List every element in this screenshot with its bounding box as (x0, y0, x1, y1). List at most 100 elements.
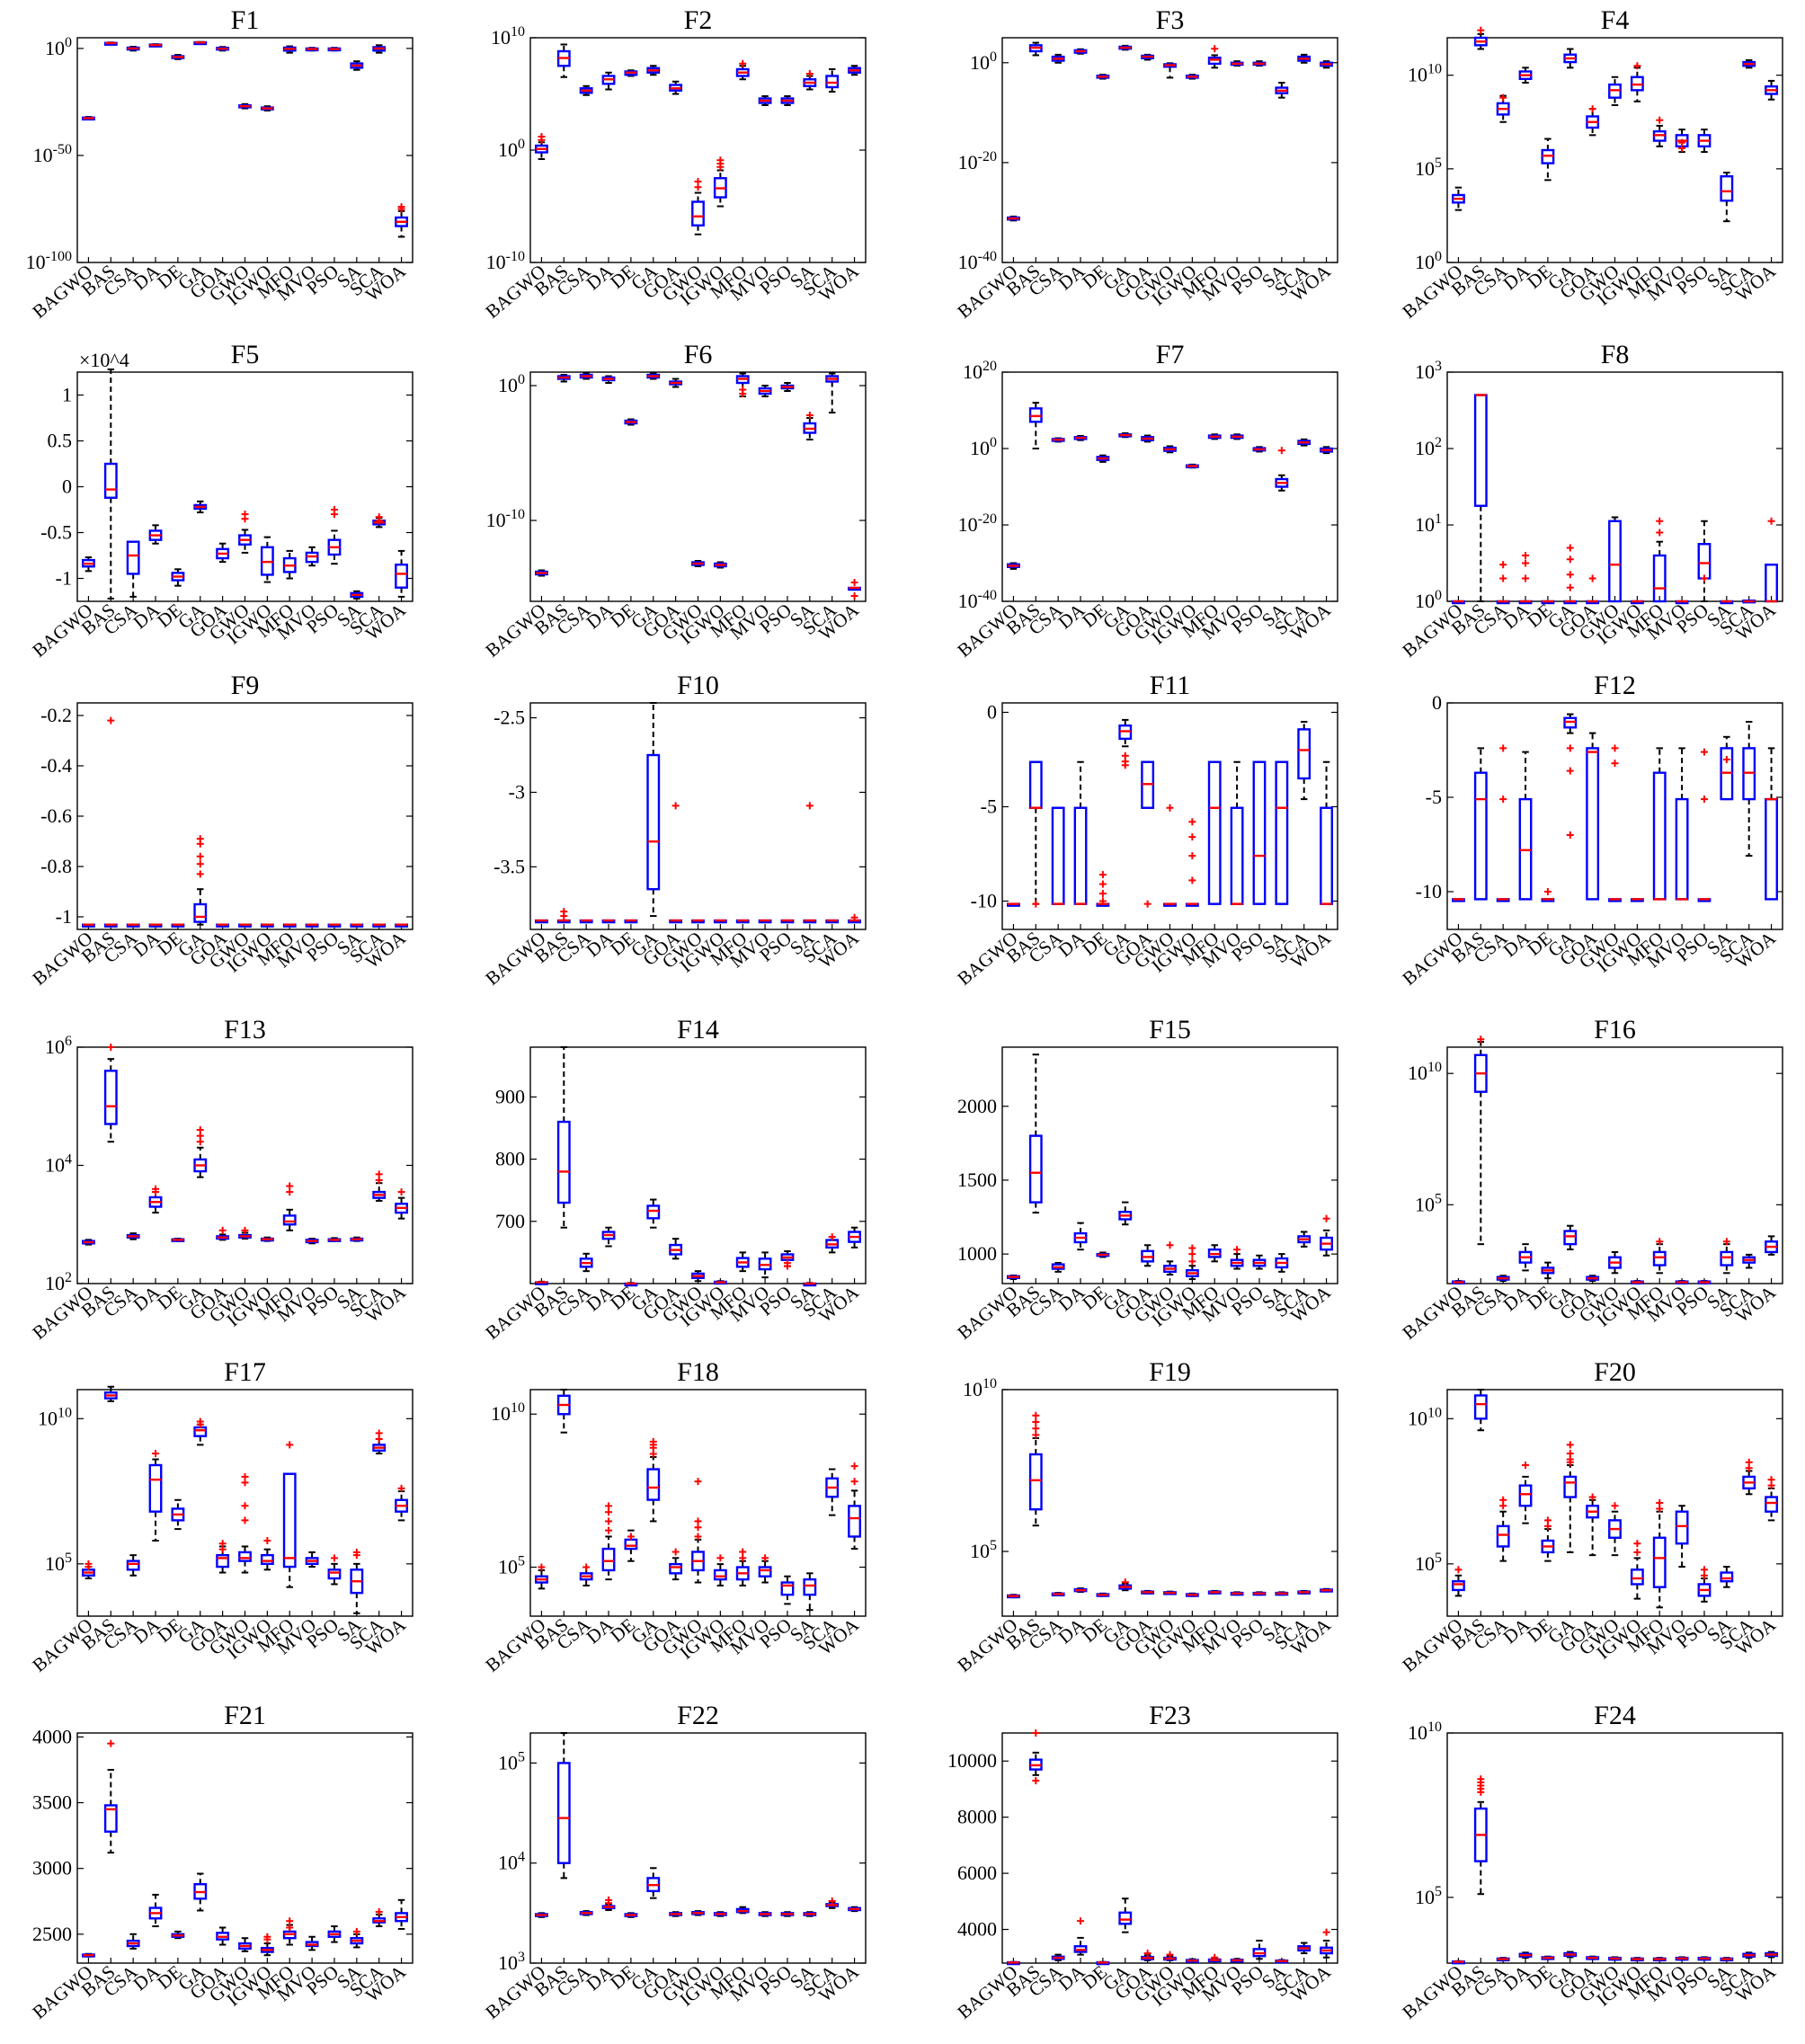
box-ga (1118, 718, 1133, 769)
box-mvo (1230, 760, 1244, 905)
box-de (1096, 871, 1110, 907)
panel-f1: F110010-5010-100BAGWOBASCSADADEGAGOAGWOI… (26, 5, 413, 323)
box-da (601, 919, 616, 924)
box-sca (1742, 59, 1756, 69)
box-mvo (758, 1554, 772, 1584)
box-goa (1586, 1493, 1600, 1557)
iqr-box (601, 1547, 616, 1572)
box-pso (1252, 1940, 1267, 1960)
box-sca (372, 44, 387, 54)
box-csa (126, 923, 140, 928)
panel-title: F6 (684, 340, 713, 369)
box-gwo (1163, 804, 1177, 907)
box-ga (1563, 713, 1578, 839)
box-mfo (282, 45, 297, 54)
box-igwo (1185, 818, 1199, 907)
y-tick-label: -3 (509, 780, 525, 803)
panel-f24: F241010105BAGWOBASCSADADEGAGOAGWOIGWOMFO… (1398, 1701, 1783, 2023)
box-sa (1275, 760, 1289, 905)
y-tick-label: 103 (1415, 359, 1442, 383)
y-tick-label: 4000 (957, 1918, 997, 1941)
box-csa (1051, 806, 1065, 905)
plot-frame (1446, 702, 1783, 930)
box-da (148, 1893, 163, 1928)
box-gwo (238, 102, 252, 110)
iqr-box (1608, 520, 1622, 603)
box-bagwo (82, 1560, 95, 1579)
panel-f14: F14900800700BAGWOBASCSADADEGAGOAGWOIGWOM… (481, 1015, 867, 1344)
box-bas (103, 1739, 118, 1854)
panel-f11: F110-5-10BAGWOBASCSADADEGAGOAGWOIGWOMFOM… (953, 671, 1338, 990)
panel-title: F17 (224, 1357, 266, 1387)
box-goa (1586, 1955, 1600, 1960)
panel-title: F4 (1601, 5, 1630, 35)
box-sca (825, 919, 840, 924)
panel-title: F10 (677, 671, 719, 700)
box-bas (103, 1044, 118, 1143)
box-mfo (1652, 116, 1667, 147)
iqr-box (1630, 1569, 1644, 1586)
box-de (1541, 600, 1555, 605)
box-woa (395, 923, 408, 928)
box-mvo (305, 546, 319, 567)
iqr-box (1720, 1571, 1734, 1583)
box-de (1541, 1261, 1555, 1280)
box-mvo (305, 923, 319, 928)
box-da (601, 71, 616, 91)
box-woa (395, 203, 408, 238)
panel-title: F7 (1156, 340, 1185, 369)
box-goa (216, 542, 230, 564)
box-sca (1742, 1951, 1756, 1960)
iqr-box (713, 1569, 727, 1581)
box-pso (1697, 1280, 1712, 1284)
panel-f20: F201010105BAGWOBASCSADADEGAGOAGWOIGWOMFO… (1398, 1357, 1783, 1676)
box-bas (1473, 1775, 1488, 1896)
box-bas (556, 908, 571, 924)
box-mvo (1230, 1591, 1244, 1596)
box-sa (350, 1548, 364, 1614)
box-csa (579, 919, 593, 924)
box-gwo (1163, 1590, 1177, 1595)
box-woa (848, 1462, 861, 1551)
y-tick-label: 1010 (491, 1400, 525, 1425)
y-tick-label: 10-10 (486, 249, 525, 273)
box-woa (395, 1484, 408, 1522)
box-ga (1118, 1578, 1133, 1592)
box-gwo (1163, 1951, 1177, 1961)
box-bas (103, 716, 118, 928)
box-csa (1496, 1275, 1510, 1283)
box-pso (327, 1925, 342, 1943)
box-mfo (282, 549, 297, 580)
box-igwo (713, 561, 727, 569)
box-sa (1720, 1957, 1734, 1962)
box-sca (372, 513, 387, 529)
box-sa (350, 60, 364, 71)
iqr-box (260, 1553, 274, 1566)
box-goa (216, 1540, 230, 1574)
box-woa (1320, 1214, 1333, 1257)
panel-title: F14 (677, 1015, 719, 1044)
iqr-box (1765, 797, 1778, 901)
box-pso (780, 95, 795, 106)
panel-title: F20 (1594, 1357, 1636, 1387)
iqr-box (1452, 1580, 1465, 1592)
iqr-box (126, 540, 140, 575)
box-igwo (260, 1537, 274, 1571)
box-da (601, 1896, 616, 1912)
box-sca (825, 372, 840, 413)
panel-title: F2 (684, 5, 713, 35)
box-gwo (1608, 76, 1622, 106)
plot-frame (1446, 1732, 1783, 1964)
box-mfo (1207, 45, 1222, 69)
iqr-box (1028, 760, 1043, 809)
box-woa (1320, 60, 1333, 69)
box-csa (1051, 1592, 1065, 1597)
box-mvo (305, 1551, 319, 1569)
panel-f16: F161010105BAGWOBASCSADADEGAGOAGWOIGWOMFO… (1398, 1015, 1783, 1344)
box-mvo (305, 1935, 319, 1951)
box-csa (1496, 1957, 1510, 1962)
panel-title: F15 (1149, 1015, 1191, 1044)
box-bagwo (1452, 1960, 1465, 1965)
box-igwo (1185, 463, 1199, 469)
iqr-box (103, 1070, 118, 1125)
